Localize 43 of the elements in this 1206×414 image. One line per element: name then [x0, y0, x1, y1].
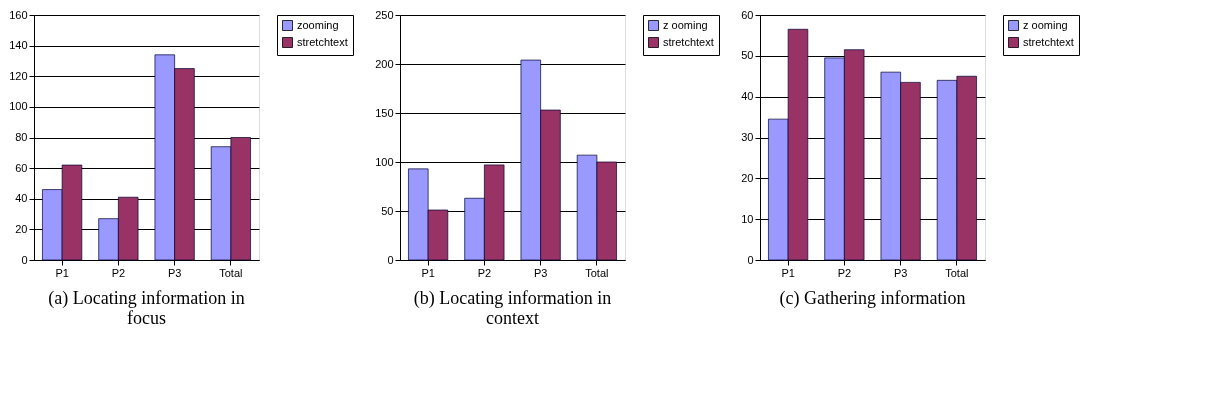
y-tick-label: 10	[741, 212, 754, 225]
x-tick-label: P2	[111, 266, 126, 279]
x-tick-label: P3	[893, 266, 908, 279]
x-tick-label: P3	[167, 266, 182, 279]
y-tick-label: 0	[21, 253, 28, 266]
x-tick-label: Total	[585, 266, 609, 279]
legend-label: stretchtext	[1023, 35, 1074, 48]
y-tick-label: 200	[375, 57, 394, 70]
x-tick-label: P3	[533, 266, 548, 279]
x-tick-label: P1	[421, 266, 435, 279]
y-tick-label: 60	[15, 161, 28, 174]
y-tick-label: 80	[15, 131, 28, 143]
y-tick-label: 100	[375, 155, 394, 168]
y-tick-label: 250	[375, 8, 394, 21]
legend-label: zooming	[297, 18, 339, 31]
x-tick-label: P1	[781, 266, 795, 279]
text: (b) Locating information in context	[413, 288, 612, 328]
y-tick-label: 150	[375, 106, 394, 119]
legend-label: z ooming	[1023, 18, 1068, 31]
y-tick-label: 0	[747, 253, 754, 266]
x-tick-label: P2	[477, 266, 492, 279]
legend-label: z ooming	[663, 18, 708, 31]
y-tick-label: 140	[9, 39, 28, 52]
y-tick-label: 30	[741, 131, 754, 143]
x-tick-label: P1	[55, 266, 69, 279]
y-tick-label: 120	[9, 69, 28, 82]
y-tick-label: 50	[741, 49, 754, 62]
y-tick-label: 20	[15, 222, 28, 235]
y-tick-label: 50	[381, 204, 394, 217]
x-tick-label: Total	[945, 266, 969, 279]
y-tick-label: 40	[741, 90, 754, 103]
y-tick-label: 40	[15, 192, 28, 205]
legend-label: stretchtext	[297, 35, 348, 48]
y-tick-label: 160	[9, 8, 28, 21]
x-tick-label: P2	[837, 266, 852, 279]
y-tick-label: 100	[9, 100, 28, 113]
text: (c) Gathering information	[779, 288, 966, 309]
text: (a) Locating information in focus	[48, 288, 245, 328]
y-tick-label: 60	[741, 8, 754, 21]
x-tick-label: Total	[219, 266, 243, 279]
legend-label: stretchtext	[663, 35, 714, 48]
y-tick-label: 0	[387, 253, 394, 266]
y-tick-label: 20	[741, 171, 754, 184]
